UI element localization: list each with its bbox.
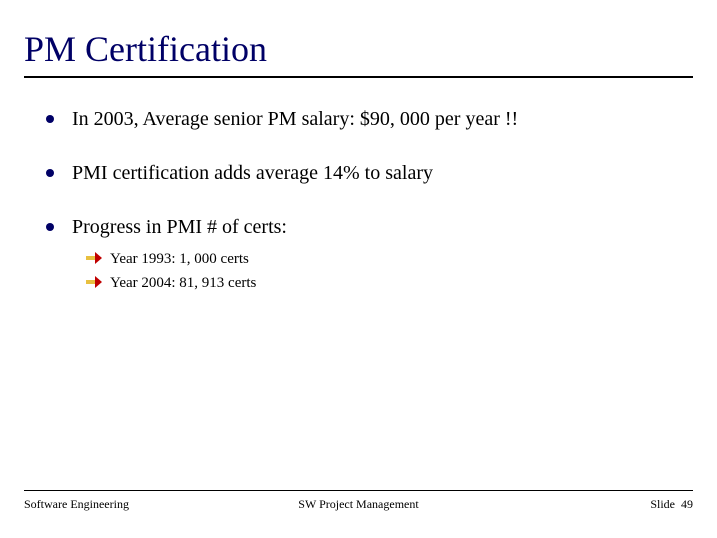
bullet-item: PMI certification adds average 14% to sa…: [72, 160, 693, 186]
slide: PM Certification In 2003, Average senior…: [0, 0, 717, 538]
bullet-text: Progress in PMI # of certs:: [72, 216, 287, 238]
footer-center: SW Project Management: [24, 497, 693, 512]
bullet-text: PMI certification adds average 14% to sa…: [72, 162, 433, 184]
sub-item: Year 2004: 81, 913 certs: [110, 274, 693, 294]
bullet-item: In 2003, Average senior PM salary: $90, …: [72, 106, 693, 132]
bullet-item: Progress in PMI # of certs: Year 1993: 1…: [72, 214, 693, 293]
sub-item: Year 1993: 1, 000 certs: [110, 250, 693, 270]
arrow-icon: [86, 252, 102, 264]
sub-text: Year 1993: 1, 000 certs: [110, 251, 249, 267]
slide-title: PM Certification: [24, 28, 693, 78]
sub-text: Year 2004: 81, 913 certs: [110, 275, 256, 291]
sub-list: Year 1993: 1, 000 certs Year 2004: 81, 9…: [72, 250, 693, 293]
footer: Software Engineering SW Project Manageme…: [24, 490, 693, 512]
bullet-text: In 2003, Average senior PM salary: $90, …: [72, 108, 518, 130]
arrow-icon: [86, 276, 102, 288]
bullet-list: In 2003, Average senior PM salary: $90, …: [24, 106, 693, 293]
